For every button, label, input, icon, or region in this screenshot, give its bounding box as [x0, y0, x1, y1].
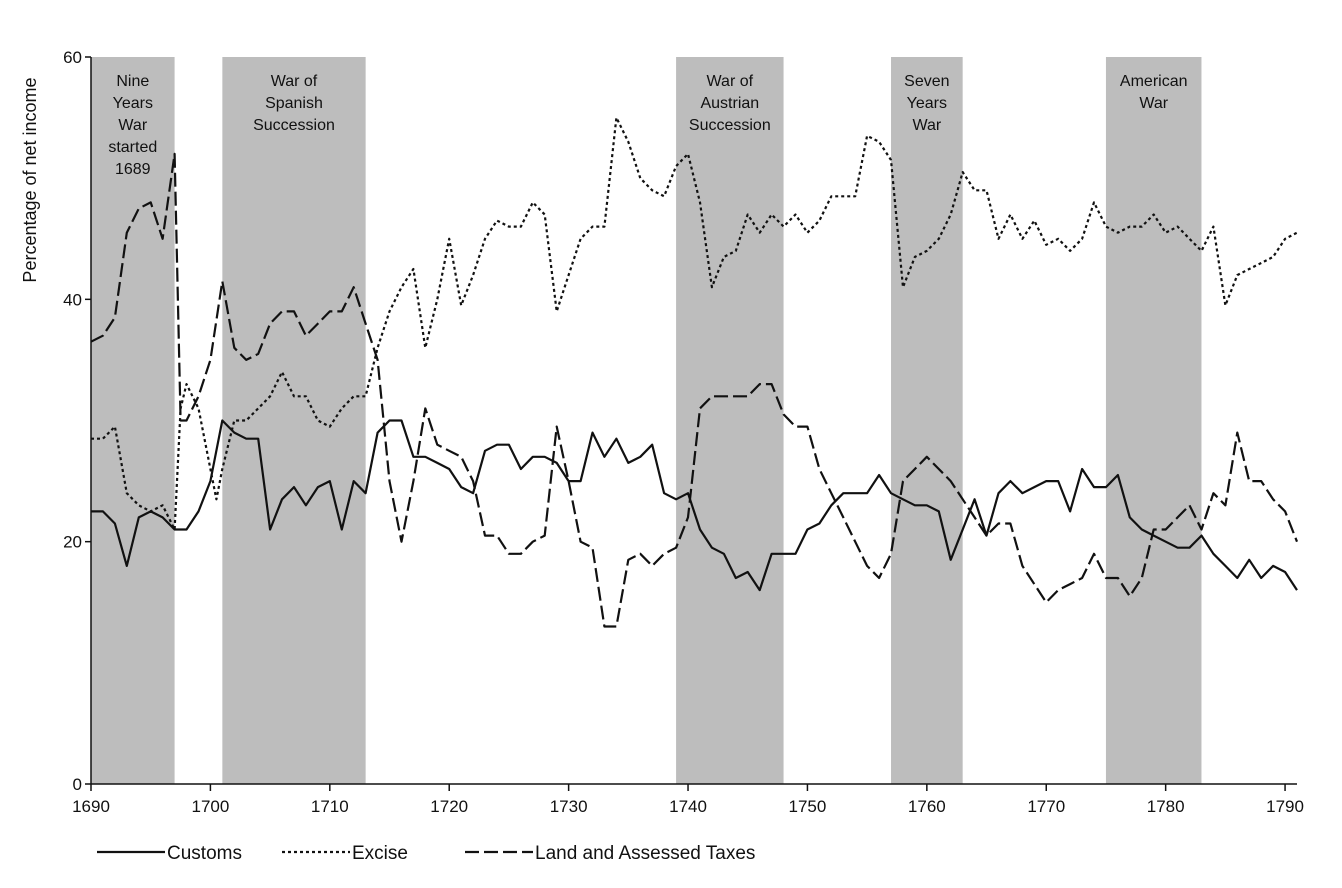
war-label-line: Years	[907, 95, 947, 112]
y-tick-label: 40	[63, 290, 82, 309]
legend-label: Customs	[167, 843, 242, 864]
y-axis-ticks: 0 20 40 60	[63, 48, 91, 794]
war-band	[676, 57, 784, 784]
war-band	[91, 57, 175, 784]
war-band	[222, 57, 366, 784]
x-tick-label: 1790	[1266, 797, 1304, 816]
y-tick-label: 60	[63, 48, 82, 67]
y-axis-label: Percentage of net income	[20, 77, 40, 282]
war-label-line: War of	[271, 73, 318, 90]
x-axis-ticks: 1690 1700 1710 1720 1730 1740 1750 1760 1770 1780…	[72, 784, 1304, 816]
series-lines	[90, 116, 1299, 628]
y-tick-label: 0	[73, 775, 82, 794]
series-line-customs	[91, 419, 1298, 592]
x-tick-label: 1730	[550, 797, 588, 816]
war-label-line: War	[118, 117, 147, 134]
war-period-labels: Nine Years War started 1689 War of Spanish Succ…	[108, 73, 1187, 178]
x-tick-label: 1700	[191, 797, 229, 816]
chart-axes	[90, 57, 1297, 785]
legend: Customs Excise Land and Assessed Taxes	[97, 843, 755, 864]
x-tick-label: 1740	[669, 797, 707, 816]
series-line-excise	[91, 116, 1298, 531]
war-label-line: War	[912, 117, 941, 134]
war-label-line: started	[108, 139, 157, 156]
x-tick-label: 1710	[311, 797, 349, 816]
war-label-line: Nine	[116, 73, 149, 90]
x-tick-label: 1720	[430, 797, 468, 816]
x-tick-label: 1780	[1147, 797, 1185, 816]
war-label-line: War	[1139, 95, 1168, 112]
war-label-line: Spanish	[265, 95, 323, 112]
x-tick-label: 1760	[908, 797, 946, 816]
war-label-line: Austrian	[700, 95, 759, 112]
war-label-line: Succession	[689, 117, 771, 134]
legend-label: Land and Assessed Taxes	[535, 843, 755, 864]
legend-label: Excise	[352, 843, 408, 864]
y-tick-label: 20	[63, 533, 82, 552]
war-label-line: 1689	[115, 161, 151, 178]
war-label-line: Seven	[904, 73, 949, 90]
war-label-line: American	[1120, 73, 1188, 90]
war-label-line: Years	[113, 95, 153, 112]
x-tick-label: 1690	[72, 797, 110, 816]
war-label-line: Succession	[253, 117, 335, 134]
war-label-line: War of	[707, 73, 754, 90]
series-line-land-and-assessed-taxes	[90, 152, 1299, 628]
war-band	[1105, 57, 1202, 784]
war-band	[891, 57, 963, 784]
war-period-bands	[91, 57, 1202, 784]
x-tick-label: 1750	[789, 797, 827, 816]
x-tick-label: 1770	[1027, 797, 1065, 816]
